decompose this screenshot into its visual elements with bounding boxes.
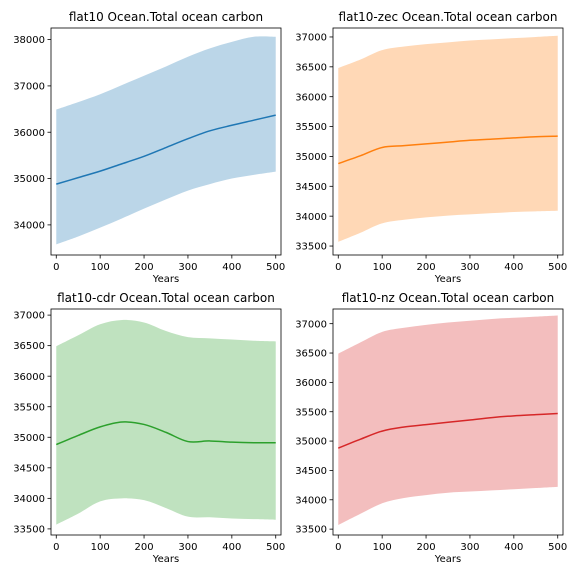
x-tick-label: 200 xyxy=(417,542,436,553)
y-tick-label: 37000 xyxy=(13,311,45,322)
y-tick-label: 35500 xyxy=(295,407,327,418)
x-tick-label: 300 xyxy=(178,542,197,553)
x-tick-label: 100 xyxy=(91,542,110,553)
y-tick-label: 34000 xyxy=(295,212,327,223)
y-tick-label: 37000 xyxy=(295,33,327,44)
chart-panel-4: 0 100 200 300 400 500 33500 34000 34500 35000 3550… xyxy=(295,291,567,565)
x-axis-label: Years xyxy=(152,554,179,565)
x-tick-label: 500 xyxy=(548,262,567,273)
y-tick-label: 35500 xyxy=(13,402,45,413)
y-tick-label: 35000 xyxy=(295,152,327,163)
y-tick-label: 34500 xyxy=(13,463,45,474)
x-tick-label: 500 xyxy=(548,542,567,553)
x-axis-label: Years xyxy=(152,274,179,285)
x-tick-label: 300 xyxy=(178,262,197,273)
chart-title: flat10 Ocean.Total ocean carbon xyxy=(69,10,263,24)
axes-frame xyxy=(50,27,282,256)
y-tick-label: 38000 xyxy=(13,35,45,46)
y-tick-label: 36000 xyxy=(295,92,327,103)
x-tick-label: 0 xyxy=(53,542,59,553)
y-tick-label: 36500 xyxy=(13,341,45,352)
x-tick-label: 100 xyxy=(373,542,392,553)
chart-title: flat10-zec Ocean.Total ocean carbon xyxy=(339,10,558,24)
mean-line xyxy=(338,135,558,165)
y-tick-label: 35000 xyxy=(13,174,45,185)
chart-panel-3: 0 100 200 300 400 500 33500 34000 34500 35000 3550… xyxy=(13,291,285,565)
y-tick-label: 34000 xyxy=(13,220,45,231)
x-tick-label: 100 xyxy=(373,262,392,273)
x-tick-label: 0 xyxy=(335,262,341,273)
y-tick-label: 34500 xyxy=(295,466,327,477)
x-tick-label: 100 xyxy=(91,262,110,273)
y-tick-label: 36500 xyxy=(295,349,327,360)
x-tick-label: 400 xyxy=(222,542,241,553)
x-tick-label: 400 xyxy=(222,262,241,273)
uncertainty-band xyxy=(338,35,558,242)
x-axis-label: Years xyxy=(434,554,461,565)
x-tick-label: 300 xyxy=(460,542,479,553)
y-tick-label: 35000 xyxy=(295,437,327,448)
chart-title: flat10-cdr Ocean.Total ocean carbon xyxy=(57,291,275,305)
mean-line xyxy=(56,114,276,185)
chart-title: flat10-nz Ocean.Total ocean carbon xyxy=(342,291,555,305)
axes-frame xyxy=(332,308,564,536)
x-tick-label: 500 xyxy=(266,262,285,273)
axes-frame xyxy=(332,27,564,256)
uncertainty-band xyxy=(56,36,276,245)
chart-panel-2: 0 100 200 300 400 500 33500 34000 34500 35000 3550… xyxy=(295,10,567,285)
x-tick-label: 200 xyxy=(417,262,436,273)
x-axis-label: Years xyxy=(434,274,461,285)
y-tick-label: 36000 xyxy=(295,378,327,389)
y-tick-label: 36000 xyxy=(13,128,45,139)
mean-line xyxy=(337,412,558,449)
y-tick-label: 33500 xyxy=(295,525,327,536)
y-tick-label: 35000 xyxy=(13,433,45,444)
x-tick-label: 200 xyxy=(135,542,154,553)
mean-line xyxy=(55,421,276,446)
x-tick-label: 400 xyxy=(504,262,523,273)
y-tick-label: 33500 xyxy=(295,242,327,253)
x-tick-label: 0 xyxy=(335,542,341,553)
y-tick-label: 34500 xyxy=(295,182,327,193)
uncertainty-band xyxy=(338,315,558,526)
chart-panel-1: 0 100 200 300 400 500 34000 35000 36000 37000 3800… xyxy=(13,10,285,285)
y-tick-label: 34000 xyxy=(295,495,327,506)
y-tick-label: 37000 xyxy=(295,319,327,330)
y-tick-label: 34000 xyxy=(13,494,45,505)
x-tick-label: 0 xyxy=(53,262,59,273)
y-tick-label: 36500 xyxy=(295,62,327,73)
uncertainty-band xyxy=(56,319,276,525)
x-tick-label: 300 xyxy=(460,262,479,273)
x-tick-label: 500 xyxy=(266,542,285,553)
y-tick-label: 36000 xyxy=(13,372,45,383)
y-tick-label: 37000 xyxy=(13,82,45,93)
y-tick-label: 33500 xyxy=(13,524,45,535)
x-tick-label: 400 xyxy=(504,542,523,553)
axes-frame xyxy=(50,308,282,536)
y-tick-label: 35500 xyxy=(295,122,327,133)
x-tick-label: 200 xyxy=(135,262,154,273)
